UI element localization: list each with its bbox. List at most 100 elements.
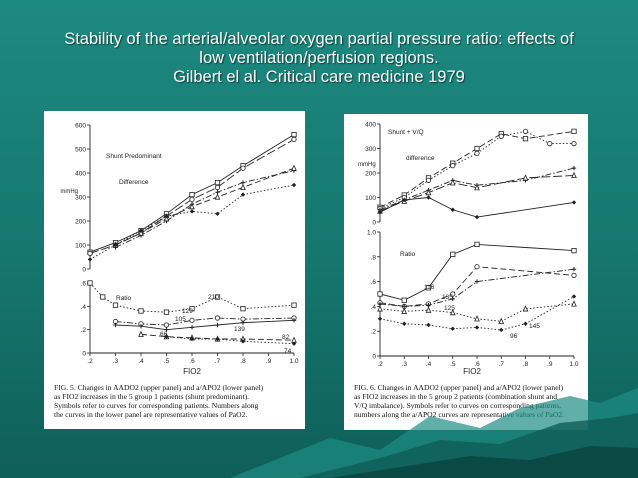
data-point [474,279,480,284]
y-tick-label: 400 [75,171,86,178]
data-label: 139 [234,326,245,333]
annotation-label: difference [406,155,435,162]
data-point [163,309,170,315]
data-point [214,315,221,321]
annotation-label: Difference [119,179,149,186]
data-point [571,200,577,205]
data-point [164,334,169,339]
data-point [474,150,480,157]
series-line [379,243,575,301]
data-point [450,207,455,212]
data-point [87,250,93,256]
data-point [189,209,195,214]
data-point [291,318,297,323]
x-tick-label: .4 [138,358,144,365]
data-point [189,317,195,323]
data-label: 116 [424,284,435,291]
data-point [189,202,195,210]
x-tick-label: 1.0 [289,358,298,365]
data-point [189,325,195,330]
data-point [215,211,220,216]
series-line [89,282,295,313]
x-tick-label: .2 [377,361,383,368]
data-point [377,291,383,297]
caption-line: the curves in the lower panel are repres… [54,410,248,419]
data-point [112,302,119,308]
x-tick-label: .9 [266,358,272,365]
y-tick-label: .2 [81,327,87,334]
x-tick-label: .5 [450,361,456,368]
x-tick-label: .4 [426,361,432,368]
data-point [425,285,432,291]
y-tick-label: 200 [365,171,376,178]
y-tick-label: 0 [372,220,376,227]
x-tick-label: .3 [113,358,119,365]
data-point [498,317,505,324]
data-point [291,302,297,308]
data-point [164,214,169,219]
y-tick-label: 0 [372,354,376,361]
data-point [189,306,195,312]
data-point [498,133,504,139]
data-point [214,294,221,300]
data-point [474,241,480,247]
figure-6-chart: 01002003004000.2.4.6.81.0.2.3.4.5.6.7.8.… [358,122,579,377]
figure-6-caption: FIG. 6. Changes in AADO2 (upper panel) a… [354,383,582,419]
figure-5-image: 0 100 200 300 400 500 600 0.2.4.6.2.3.4.5.6.7.8… [44,111,305,429]
data-point [571,165,577,171]
data-point [401,297,407,303]
data-point [547,140,553,147]
data-point [240,183,246,190]
data-label: 145 [529,323,540,330]
series-line [379,130,574,209]
series-line [89,134,295,253]
caption-line: FIG. 6. Changes in AADO2 (upper panel) a… [354,383,564,392]
data-point [214,184,221,191]
y-tick-label: 300 [365,146,376,153]
data-point [571,128,577,134]
data-point [449,179,456,186]
data-point [571,267,577,272]
data-point [215,322,220,328]
data-point [450,251,456,257]
data-point [450,326,455,331]
data-point [571,272,577,278]
y-tick-label: 500 [75,147,86,154]
data-point [522,174,529,181]
data-point [571,300,577,307]
series-line [379,296,575,331]
data-point [291,164,297,171]
y-tick-label: .8 [371,254,377,261]
data-point [240,306,246,312]
title-line-3: Gilbert el al. Critical care medicine 19… [173,68,465,86]
y-tick-label: 600 [75,123,86,130]
slide-title: Stability of the arterial/alveolar oxyge… [10,30,628,87]
data-point [291,136,297,142]
series-line [379,303,575,322]
data-point [164,327,169,332]
caption-line: V/Q imbalance). Symbols refer to curves … [354,401,562,410]
data-point [426,195,431,200]
data-point [522,136,529,142]
data-point [189,192,195,198]
series-line [379,130,575,208]
y-tick-label: 0 [82,267,86,274]
data-point [425,177,432,183]
series-line [379,268,575,307]
y-tick-label: 100 [75,243,86,250]
annotation-label: Shunt + V/Q [388,129,424,136]
data-point [474,214,480,220]
data-point [87,280,93,286]
data-point [401,307,408,314]
caption-line: FIG. 5. Changes in AADO2 (upper panel) a… [54,383,264,392]
y-tick-label: 200 [75,219,86,226]
y-tick-label: 0 [82,351,86,358]
data-point [240,192,246,197]
data-label: 125 [444,305,455,312]
data-point [291,131,297,138]
data-label: 210 [208,294,219,301]
data-point [571,294,577,299]
caption-line: as FIO2 increases in the 5 group 1 patie… [54,392,250,401]
data-point [214,193,221,200]
